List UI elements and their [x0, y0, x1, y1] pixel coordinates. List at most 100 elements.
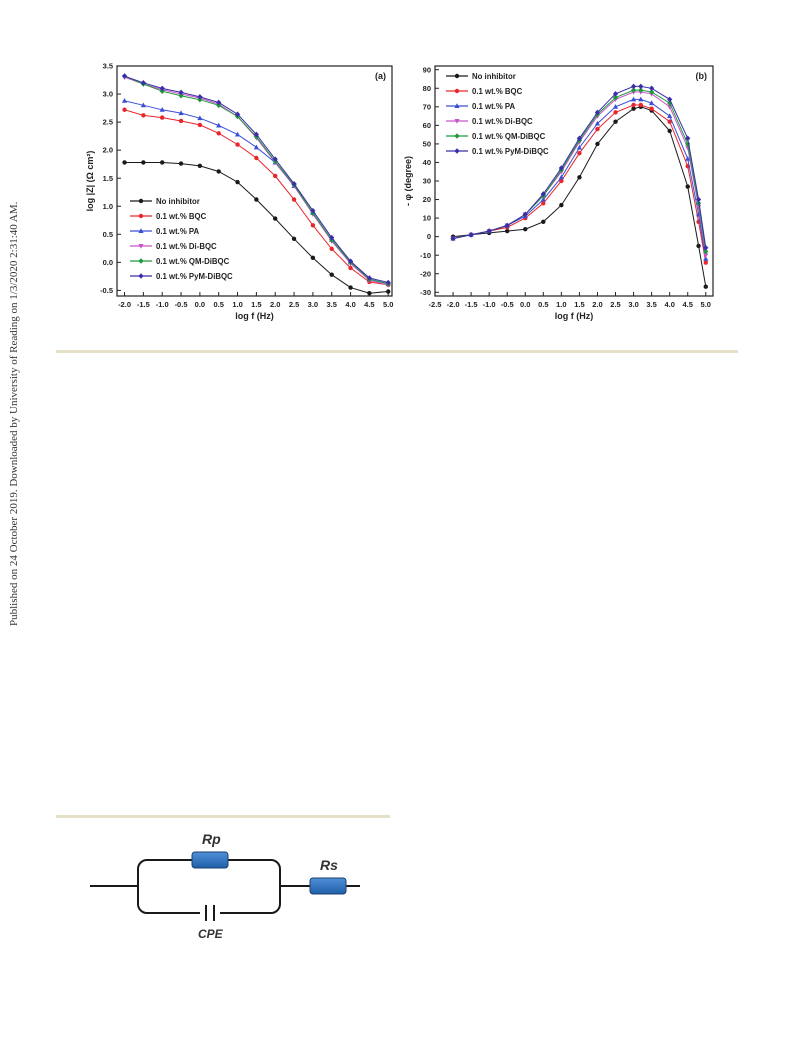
x-tick-label: 1.0 — [556, 300, 566, 309]
legend-label: 0.1 wt.% PyM-DiBQC — [472, 147, 549, 156]
data-point — [540, 196, 546, 202]
data-point — [613, 110, 618, 115]
y-axis-label: log |Z| (Ω cm²) — [85, 151, 95, 212]
panel-label: (a) — [375, 71, 386, 81]
x-axis-label: log f (Hz) — [235, 311, 274, 321]
data-point — [253, 144, 259, 150]
y-axis-label: - φ (degree) — [403, 156, 413, 206]
x-tick-label: 0.5 — [538, 300, 548, 309]
data-point — [197, 115, 203, 121]
data-point — [347, 258, 354, 265]
data-point — [577, 150, 582, 156]
data-point — [504, 222, 510, 229]
data-point — [366, 275, 372, 281]
y-tick-label: 2.0 — [103, 146, 113, 155]
data-point — [703, 253, 709, 258]
x-tick-label: 2.0 — [592, 300, 602, 309]
data-point — [631, 102, 636, 108]
cpe-label: CPE — [198, 927, 224, 941]
x-tick-label: 1.0 — [232, 300, 242, 309]
legend: No inhibitor 0.1 wt.% BQC 0.1 wt.% PA 0.1 w… — [446, 72, 549, 156]
legend-swatch-marker — [138, 244, 144, 249]
data-point — [140, 102, 146, 108]
data-point — [559, 202, 564, 208]
data-point — [649, 85, 655, 92]
series-0 — [450, 104, 708, 289]
data-point — [121, 97, 128, 103]
data-point — [216, 131, 221, 136]
data-point — [234, 111, 241, 118]
data-point — [273, 173, 278, 179]
data-point — [576, 144, 583, 150]
y-tick-label: -10 — [420, 251, 431, 260]
data-point — [667, 96, 673, 103]
data-point — [638, 96, 644, 102]
data-point — [310, 223, 316, 228]
data-point — [197, 96, 203, 103]
data-point — [558, 165, 564, 171]
y-tick-label: 0 — [427, 232, 431, 241]
polarization-resistor — [191, 851, 229, 869]
data-point — [486, 228, 492, 234]
data-point — [140, 80, 146, 86]
data-point — [630, 87, 637, 93]
data-point — [254, 197, 259, 202]
data-point — [159, 106, 165, 112]
data-point — [141, 113, 146, 118]
y-tick-label: -30 — [420, 288, 431, 297]
x-tick-label: -1.5 — [137, 300, 150, 309]
y-tick-label: 1.0 — [103, 202, 113, 211]
y-tick-label: 3.5 — [103, 62, 113, 71]
legend-label: 0.1 wt.% BQC — [472, 87, 523, 96]
x-tick-label: 4.0 — [345, 300, 355, 309]
data-point — [272, 156, 278, 162]
legend-label: 0.1 wt.% Di-BQC — [156, 242, 217, 251]
series-5 — [121, 73, 391, 286]
data-point — [160, 115, 165, 120]
y-tick-label: -20 — [420, 269, 431, 278]
series-line — [124, 75, 389, 285]
y-tick-label: 10 — [423, 214, 431, 223]
eis-figure: -2.0 -1.5 -1.0 -0.5 0.0 0.5 1.0 1.5 2.0 2.5 3.0 3.5… — [85, 62, 714, 321]
data-point — [197, 94, 203, 100]
legend-swatch-marker — [138, 258, 144, 264]
data-point — [612, 104, 619, 109]
y-tick-label: 2.5 — [103, 118, 113, 127]
data-point — [685, 184, 690, 189]
data-point — [253, 131, 259, 138]
x-tick-label: 3.0 — [308, 300, 318, 309]
x-tick-label: -1.0 — [483, 300, 496, 309]
y-tick-label: 20 — [423, 195, 431, 204]
data-point — [685, 155, 691, 161]
legend-label: No inhibitor — [472, 72, 516, 81]
data-point — [178, 89, 184, 96]
x-tick-label: 0.5 — [213, 300, 223, 309]
x-tick-label: 5.0 — [383, 300, 393, 309]
data-point — [667, 113, 673, 119]
x-tick-label: -2.0 — [447, 300, 460, 309]
data-point — [234, 131, 241, 137]
x-tick-label: -0.5 — [175, 300, 188, 309]
rp-label: Rp — [202, 831, 221, 847]
x-tick-label: 3.0 — [628, 300, 638, 309]
series-4 — [121, 73, 391, 287]
x-axis-label: log f (Hz) — [555, 311, 594, 321]
y-tick-label: 60 — [423, 121, 431, 130]
x-tick-label: 1.5 — [251, 300, 261, 309]
data-point — [468, 231, 474, 238]
y-tick-label: 1.5 — [103, 174, 113, 183]
series-5 — [450, 83, 709, 251]
data-point — [235, 142, 240, 147]
legend-label: 0.1 wt.% QM-DiBQC — [156, 257, 230, 266]
x-tick-label: -1.0 — [156, 300, 169, 309]
data-point — [386, 289, 391, 294]
legend-swatch-marker — [138, 273, 144, 279]
legend-swatch-marker — [454, 133, 460, 139]
data-point — [197, 122, 203, 128]
data-point — [649, 100, 655, 106]
data-point — [348, 265, 353, 271]
y-tick-label: 0.5 — [103, 230, 113, 239]
solution-resistor — [309, 877, 347, 895]
data-point — [254, 155, 259, 161]
y-tick-label: 80 — [423, 84, 431, 93]
